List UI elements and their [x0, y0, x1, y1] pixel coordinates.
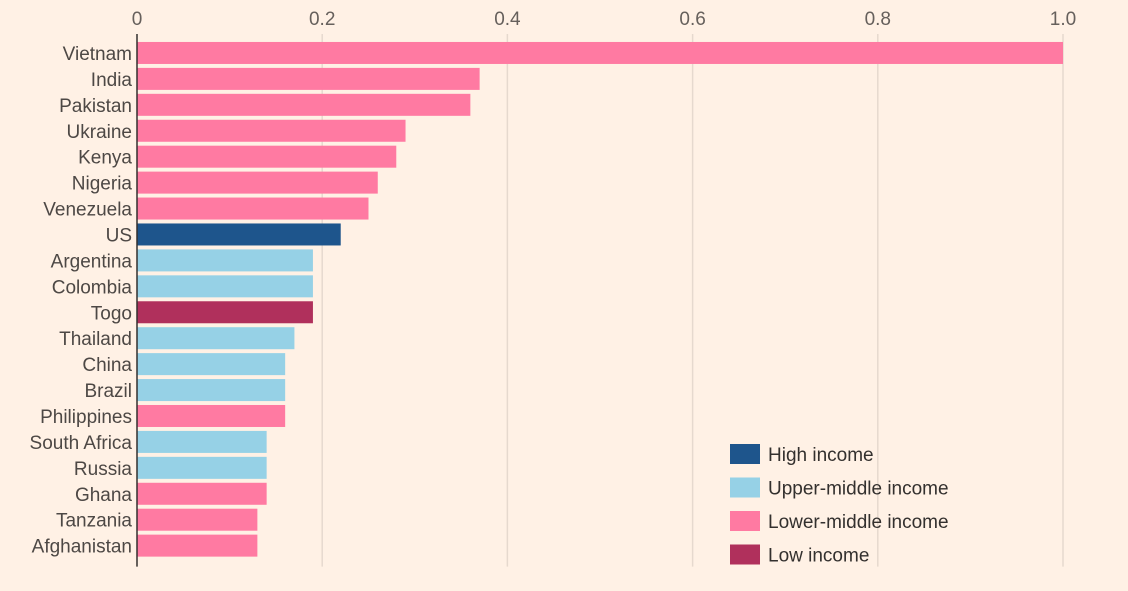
legend-label: High income: [768, 445, 874, 466]
legend-label: Lower-middle income: [768, 512, 949, 533]
legend-swatch: [730, 511, 760, 531]
legend-label: Upper-middle income: [768, 479, 949, 500]
bar: [137, 275, 313, 298]
category-label: China: [82, 355, 132, 376]
x-tick-label: 0.2: [309, 9, 335, 30]
category-label: South Africa: [30, 433, 133, 454]
gridlines: [321, 34, 1064, 567]
x-tick-label: 0.4: [494, 9, 521, 30]
category-label: Pakistan: [59, 96, 132, 117]
x-axis-ticks: 0 0.2 0.4 0.6 0.8 1.0: [132, 9, 1077, 30]
x-tick-label: 0.8: [865, 9, 891, 30]
category-label: Venezuela: [43, 200, 132, 221]
category-labels: Vietnam India Pakistan Ukraine Kenya Nigeria V…: [30, 44, 133, 558]
bar: [137, 93, 471, 116]
bar: [137, 171, 378, 194]
bar: [137, 353, 286, 376]
category-label: Nigeria: [72, 174, 133, 195]
bar: [137, 534, 258, 557]
bar: [137, 119, 406, 142]
bar: [137, 430, 267, 453]
category-label: Ukraine: [67, 122, 132, 143]
legend-swatch: [730, 444, 760, 464]
legend-swatch: [730, 544, 760, 565]
category-label: Togo: [91, 303, 132, 324]
x-tick-label: 0.6: [679, 9, 705, 30]
legend-label: Low income: [768, 546, 869, 567]
category-label: Afghanistan: [32, 537, 132, 558]
bar: [137, 145, 397, 168]
category-label: India: [91, 70, 133, 91]
category-label: Colombia: [52, 277, 133, 298]
category-label: Philippines: [40, 407, 132, 428]
category-label: Tanzania: [56, 511, 132, 532]
bar: [137, 327, 295, 350]
category-label: US: [106, 225, 132, 246]
bar: [137, 197, 369, 220]
bar: [137, 379, 286, 402]
category-label: Ghana: [75, 485, 132, 506]
bar: [137, 41, 1063, 64]
bar: [137, 249, 313, 272]
category-label: Russia: [74, 459, 133, 480]
bar: [137, 223, 341, 246]
x-tick-label: 0: [132, 9, 143, 30]
category-label: Argentina: [51, 251, 133, 272]
bar: [137, 404, 286, 427]
bar: [137, 67, 480, 90]
bar: [137, 482, 267, 505]
legend-swatch: [730, 477, 760, 498]
bar: [137, 456, 267, 479]
category-label: Kenya: [78, 148, 132, 169]
category-label: Thailand: [59, 329, 132, 350]
x-tick-label: 1.0: [1050, 9, 1076, 30]
legend: High income Upper-middle income Lower-midd…: [730, 444, 949, 567]
bars: [137, 41, 1063, 557]
category-label: Brazil: [84, 381, 132, 402]
category-label: Vietnam: [63, 44, 132, 65]
bar: [137, 301, 313, 324]
bar: [137, 508, 258, 531]
